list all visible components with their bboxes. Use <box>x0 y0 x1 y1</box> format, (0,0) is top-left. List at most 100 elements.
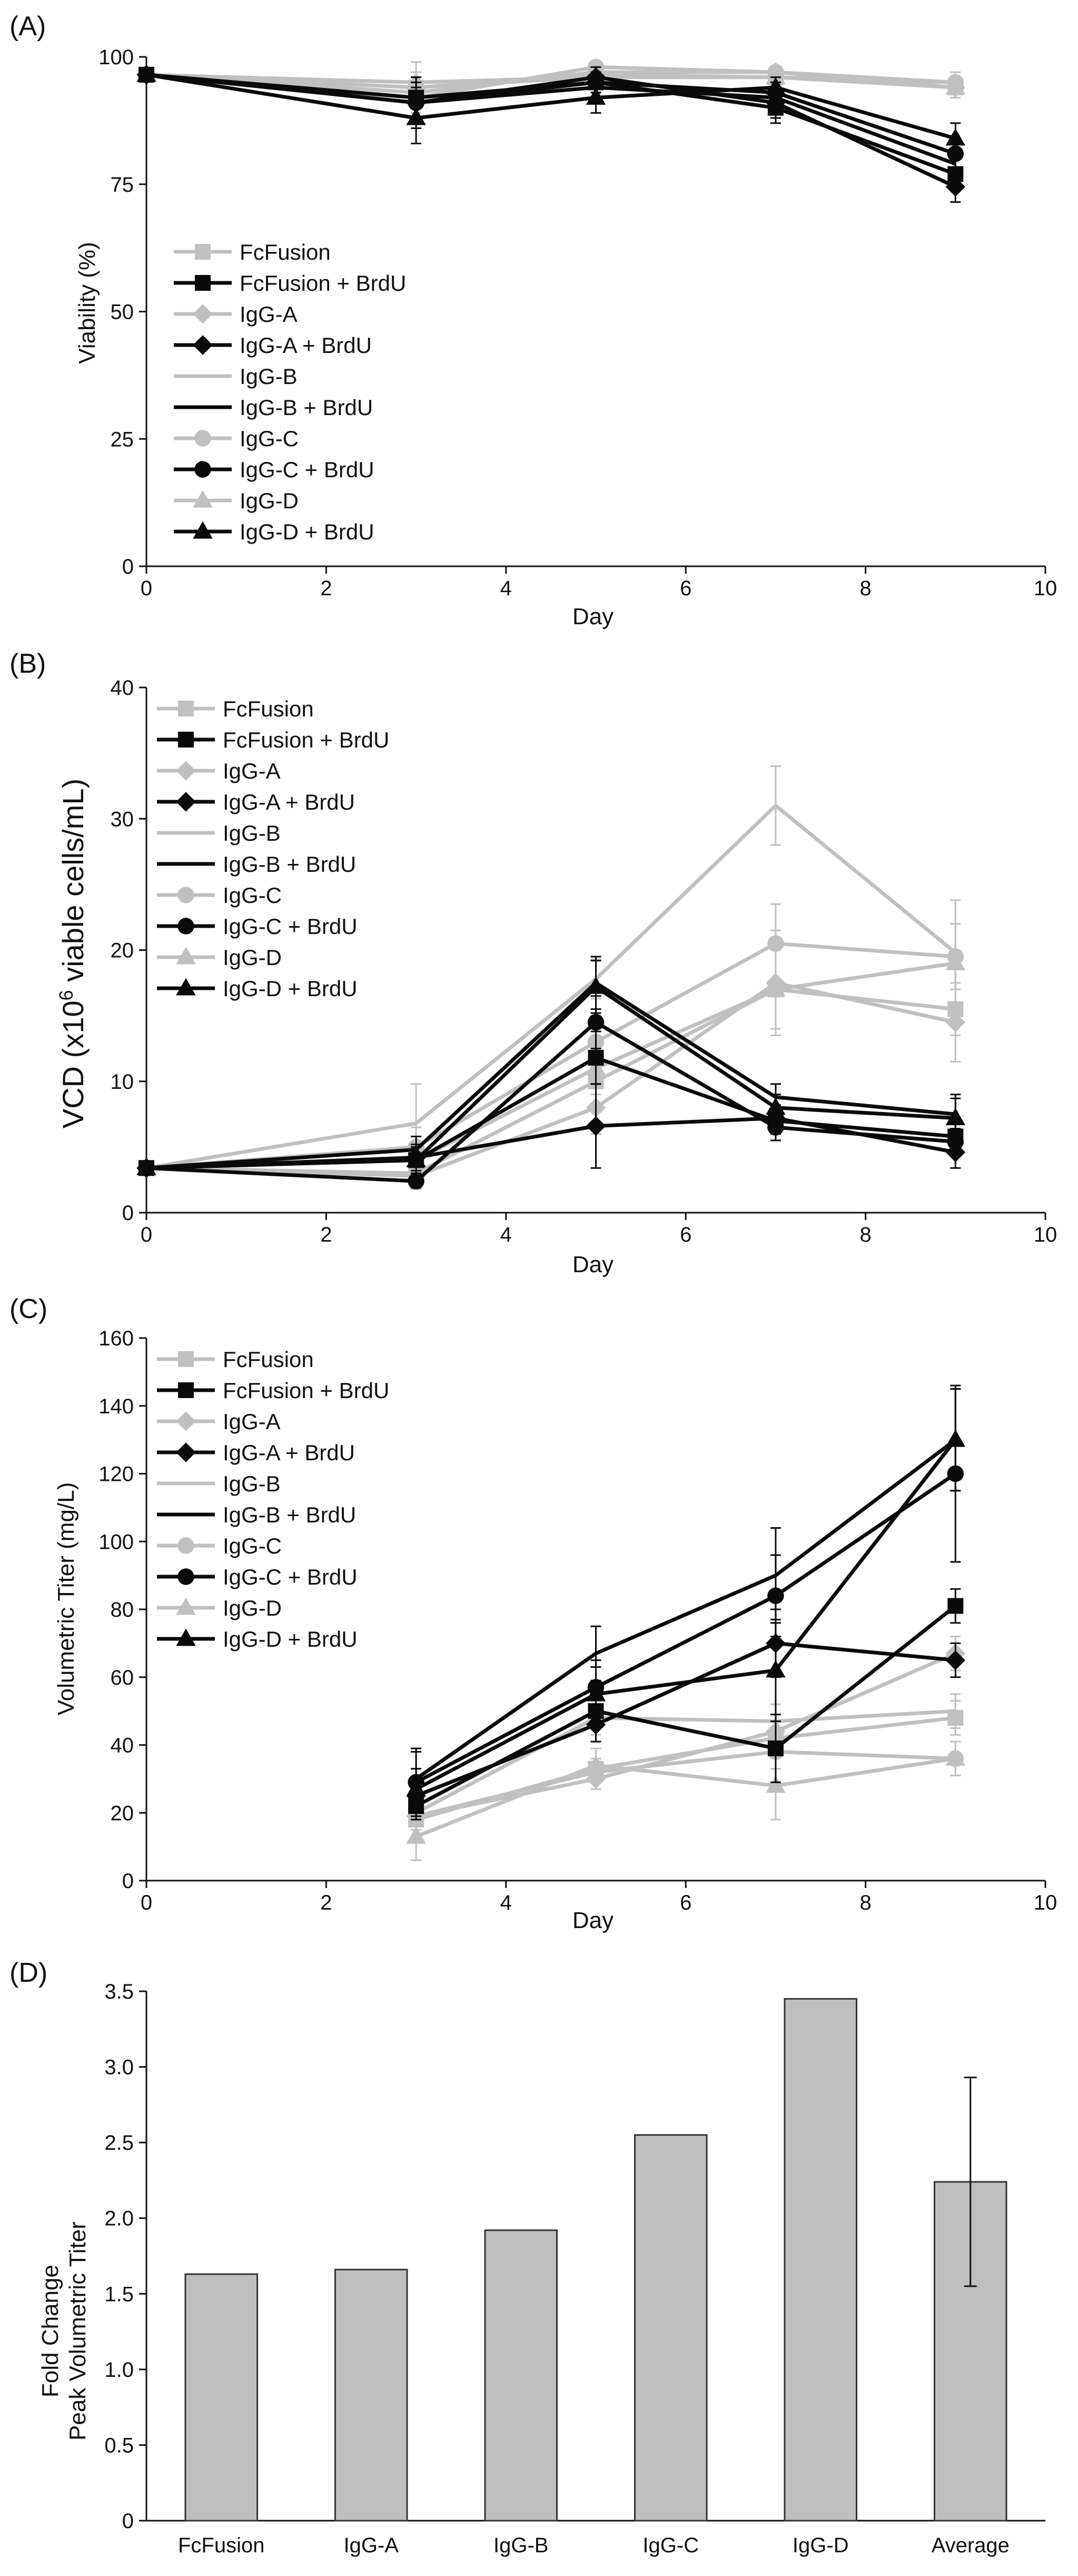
legend-item: IgG-D <box>157 1596 282 1620</box>
y-tick-label: 20 <box>111 939 134 962</box>
legend-label: IgG-C + BrdU <box>223 1565 358 1589</box>
x-axis-label: Day <box>572 1252 614 1277</box>
data-point <box>766 1660 786 1678</box>
legend-swatch-marker <box>194 461 211 478</box>
data-point <box>586 976 606 994</box>
data-point <box>766 1775 786 1793</box>
x-tick-label: 8 <box>859 1891 871 1914</box>
series-igg-b-brdu <box>146 73 961 180</box>
bar-igg-b: IgG-B <box>484 2229 558 2557</box>
legend-item: IgG-A + BrdU <box>174 333 372 358</box>
series-line <box>146 73 956 156</box>
legend-label: IgG-B <box>223 821 281 845</box>
data-point <box>766 1097 786 1115</box>
y-tick-label: 1.5 <box>104 2283 134 2306</box>
x-tick-label: 10 <box>1034 1223 1057 1246</box>
x-tick-label: 2 <box>320 1223 332 1246</box>
legend-label: IgG-B + BrdU <box>223 852 356 877</box>
data-point <box>767 935 784 952</box>
y-axis-label: VCD (x106 viable cells/mL) <box>55 779 90 1128</box>
x-tick-label: 4 <box>500 577 512 600</box>
bar-igg-a: IgG-A <box>334 2268 408 2557</box>
y-axis-label-line1: Fold Change <box>37 2265 63 2397</box>
legend-item: FcFusion + BrdU <box>157 1378 389 1403</box>
x-tick-label: 4 <box>500 1223 512 1246</box>
panel-b-label: (B) <box>9 648 46 679</box>
series-line <box>415 1438 957 1791</box>
x-tick-label: 6 <box>680 1891 691 1914</box>
legend-label: FcFusion <box>223 1347 314 1372</box>
y-tick-label: 2.5 <box>104 2131 134 2155</box>
data-point <box>136 64 156 82</box>
x-tick-label: 6 <box>680 577 691 600</box>
legend-swatch-marker <box>178 732 194 748</box>
series-line <box>415 1756 956 1838</box>
data-point <box>945 1012 966 1033</box>
legend-item: IgG-B <box>157 1471 281 1496</box>
legend-swatch-marker <box>195 275 211 291</box>
legend-swatch-marker <box>176 947 196 965</box>
series-igg-d-brdu <box>136 959 966 1175</box>
y-tick-label: 25 <box>111 428 134 451</box>
data-point <box>586 1684 606 1702</box>
legend-swatch-marker <box>177 1537 194 1554</box>
x-category-label: FcFusion <box>178 2534 265 2557</box>
x-tick-label: 10 <box>1034 577 1057 600</box>
data-point <box>136 1157 156 1175</box>
panel-d: (D) 0 0.5 1.0 1.5 2.0 2.5 3.0 3.5 FcFusion IgG-A I… <box>0 1941 1078 2573</box>
legend-swatch-marker <box>193 521 213 539</box>
legend-swatch-marker <box>176 792 196 812</box>
legend-swatch-marker <box>176 1411 196 1431</box>
legend-label: FcFusion + BrdU <box>240 271 406 296</box>
series-igg-d-brdu <box>406 1388 966 1811</box>
legend-item: FcFusion + BrdU <box>157 727 389 752</box>
data-point <box>945 952 966 970</box>
legend-label: FcFusion + BrdU <box>223 1378 389 1403</box>
legend-label: IgG-A + BrdU <box>240 333 372 358</box>
legend-label: IgG-D + BrdU <box>223 976 358 1001</box>
y-tick-label: 10 <box>111 1070 134 1094</box>
legend-item: FcFusion + BrdU <box>174 271 406 296</box>
data-point <box>406 1149 426 1167</box>
y-tick-label: 0 <box>122 555 134 578</box>
data-point <box>767 1119 784 1136</box>
data-point <box>945 176 966 197</box>
y-axis-label: Viability (%) <box>74 242 100 363</box>
legend-swatch-marker <box>176 1597 196 1615</box>
legend-swatch-marker <box>194 430 211 447</box>
x-category-label: Average <box>932 2534 1010 2557</box>
data-point <box>766 67 786 85</box>
legend-label: IgG-B <box>240 364 298 389</box>
data-point <box>945 1108 966 1126</box>
bar-fcfusion: FcFusion <box>178 2273 265 2557</box>
legend-label: IgG-B <box>223 1471 281 1496</box>
y-axis-label: Volumetric Titer (mg/L) <box>53 1482 79 1716</box>
legend-item: IgG-C + BrdU <box>157 914 358 939</box>
titer-chart: 0 2 4 6 8 10020406080100120140160FcFusionFcFu… <box>53 1327 1057 1933</box>
y-tick-label: 40 <box>111 676 134 700</box>
legend-item: IgG-A <box>174 302 298 327</box>
legend-swatch-marker <box>193 335 213 355</box>
legend-label: FcFusion <box>240 240 331 264</box>
x-category-label: IgG-D <box>793 2534 849 2557</box>
legend-label: IgG-C <box>223 883 282 908</box>
legend-swatch-marker <box>193 490 213 508</box>
data-point <box>408 1173 424 1189</box>
legend-label: IgG-A <box>223 1409 281 1434</box>
bar-average: Average <box>932 2077 1010 2557</box>
x-axis-label: Day <box>572 604 614 630</box>
y-tick-label: 3.0 <box>104 2056 134 2079</box>
y-tick-label: 140 <box>98 1395 134 1418</box>
legend-label: FcFusion + BrdU <box>223 727 389 752</box>
legend-swatch-marker <box>178 1382 194 1398</box>
data-point <box>766 979 786 997</box>
y-tick-label: 1.0 <box>104 2358 134 2382</box>
legend-item: IgG-D <box>174 488 299 513</box>
legend-label: IgG-C <box>240 426 299 451</box>
data-point <box>586 1116 606 1136</box>
x-tick-label: 0 <box>141 577 152 600</box>
bar <box>634 2134 708 2522</box>
x-tick-label: 6 <box>680 1223 691 1246</box>
legend-item: IgG-A + BrdU <box>157 1440 355 1465</box>
legend-swatch-marker <box>177 887 194 903</box>
